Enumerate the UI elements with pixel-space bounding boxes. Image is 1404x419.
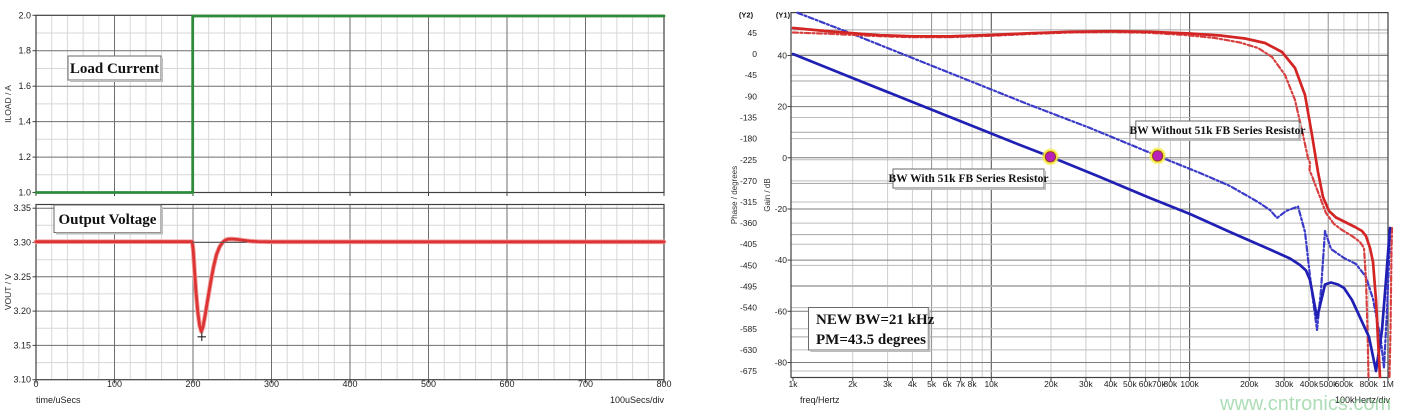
svg-text:3.35: 3.35: [13, 203, 31, 213]
svg-text:-405: -405: [740, 239, 757, 249]
svg-text:2.0: 2.0: [18, 10, 31, 20]
svg-text:40: 40: [778, 51, 788, 61]
svg-text:-495: -495: [740, 282, 757, 292]
svg-text:-675: -675: [740, 366, 757, 376]
svg-text:200k: 200k: [1240, 379, 1259, 389]
svg-text:100uSecs/div: 100uSecs/div: [610, 395, 665, 405]
svg-text:100k: 100k: [1180, 379, 1199, 389]
svg-text:600k: 600k: [1335, 379, 1354, 389]
svg-text:-540: -540: [740, 303, 757, 313]
svg-text:1k: 1k: [789, 379, 799, 389]
svg-text:3.30: 3.30: [13, 238, 31, 248]
svg-text:-270: -270: [740, 176, 757, 186]
svg-text:30k: 30k: [1079, 379, 1093, 389]
svg-text:6k: 6k: [943, 379, 953, 389]
svg-text:700: 700: [578, 379, 593, 389]
svg-text:20k: 20k: [1044, 379, 1058, 389]
svg-text:-135: -135: [740, 113, 757, 123]
svg-text:1.6: 1.6: [18, 81, 31, 91]
svg-text:8k: 8k: [968, 379, 978, 389]
svg-text:0: 0: [782, 153, 787, 163]
svg-text:40k: 40k: [1104, 379, 1118, 389]
svg-text:800: 800: [656, 379, 671, 389]
svg-text:3k: 3k: [883, 379, 893, 389]
svg-text:-60: -60: [775, 306, 788, 316]
svg-text:NEW BW=21 kHz: NEW BW=21 kHz: [816, 312, 935, 328]
svg-text:4k: 4k: [908, 379, 918, 389]
svg-text:800k: 800k: [1359, 379, 1378, 389]
svg-text:200: 200: [185, 379, 200, 389]
svg-text:1.4: 1.4: [18, 117, 31, 127]
svg-text:20: 20: [778, 102, 788, 112]
svg-text:-20: -20: [775, 204, 788, 214]
svg-text:400: 400: [342, 379, 357, 389]
svg-text:3.10: 3.10: [13, 375, 31, 385]
svg-text:500k: 500k: [1319, 379, 1338, 389]
svg-text:3.20: 3.20: [13, 306, 31, 316]
svg-text:0: 0: [752, 49, 757, 59]
svg-text:(Y1): (Y1): [776, 11, 791, 20]
svg-text:-315: -315: [740, 197, 757, 207]
svg-text:7k: 7k: [956, 379, 966, 389]
svg-text:freq/Hertz: freq/Hertz: [800, 395, 840, 405]
svg-text:3.25: 3.25: [13, 272, 31, 282]
svg-text:1M: 1M: [1382, 379, 1394, 389]
svg-text:VOUT / V: VOUT / V: [3, 274, 13, 311]
svg-text:-360: -360: [740, 218, 757, 228]
svg-text:600: 600: [499, 379, 514, 389]
svg-text:70k: 70k: [1152, 379, 1166, 389]
svg-text:-450: -450: [740, 260, 757, 270]
svg-text:300: 300: [264, 379, 279, 389]
svg-text:1.2: 1.2: [18, 152, 31, 162]
svg-text:500: 500: [421, 379, 436, 389]
svg-text:ILOAD / A: ILOAD / A: [3, 85, 13, 123]
svg-text:www.cntronics.com: www.cntronics.com: [1219, 393, 1391, 415]
svg-text:-45: -45: [745, 70, 758, 80]
svg-text:time/uSecs: time/uSecs: [36, 395, 81, 405]
svg-text:50k: 50k: [1123, 379, 1137, 389]
svg-text:-40: -40: [775, 255, 788, 265]
svg-text:300k: 300k: [1275, 379, 1294, 389]
svg-text:Phase / degrees: Phase / degrees: [730, 166, 739, 224]
svg-text:Load Current: Load Current: [70, 61, 159, 77]
svg-text:45: 45: [748, 28, 758, 38]
svg-text:-585: -585: [740, 324, 757, 334]
svg-text:0: 0: [33, 379, 38, 389]
svg-text:(Y2): (Y2): [739, 11, 754, 20]
svg-text:2k: 2k: [848, 379, 858, 389]
svg-text:100: 100: [107, 379, 122, 389]
svg-text:BW With 51k FB Series Resistor: BW With 51k FB Series Resistor: [888, 173, 1048, 185]
svg-text:-225: -225: [740, 155, 757, 165]
svg-text:1.0: 1.0: [18, 188, 31, 198]
svg-text:1.8: 1.8: [18, 46, 31, 56]
svg-text:-630: -630: [740, 345, 757, 355]
svg-text:Output Voltage: Output Voltage: [59, 212, 157, 228]
svg-text:-90: -90: [745, 91, 758, 101]
svg-text:80k: 80k: [1164, 379, 1178, 389]
svg-text:100kHertz/div: 100kHertz/div: [1335, 395, 1391, 405]
svg-text:Gain / dB: Gain / dB: [763, 178, 772, 211]
svg-text:10k: 10k: [984, 379, 998, 389]
svg-text:3.15: 3.15: [13, 340, 31, 350]
svg-text:PM=43.5 degrees: PM=43.5 degrees: [816, 332, 926, 348]
svg-text:5k: 5k: [927, 379, 937, 389]
svg-text:400k: 400k: [1300, 379, 1319, 389]
svg-text:-180: -180: [740, 134, 757, 144]
svg-text:-80: -80: [775, 358, 788, 368]
svg-text:60k: 60k: [1139, 379, 1153, 389]
svg-text:BW Without 51k FB Series Resis: BW Without 51k FB Series Resistor: [1129, 125, 1305, 137]
